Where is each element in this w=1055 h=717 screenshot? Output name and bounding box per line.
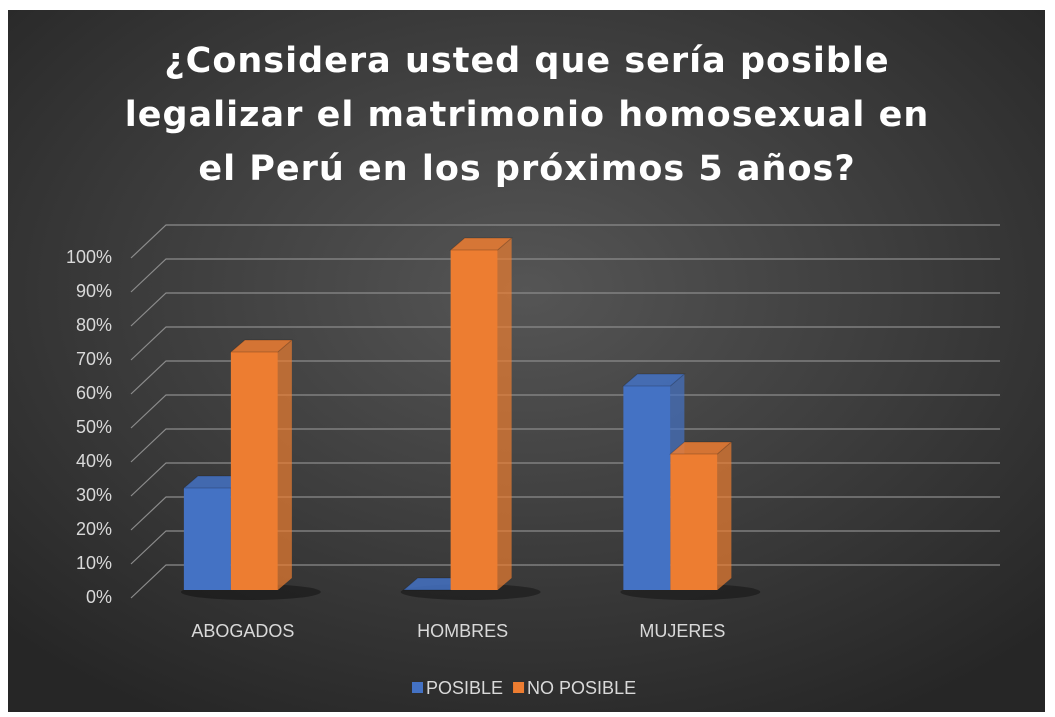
bar-top — [229, 339, 294, 353]
y-tick-label: 90% — [76, 281, 112, 301]
y-tick-label: 80% — [76, 315, 112, 335]
bar — [623, 386, 671, 590]
y-tick-label: 50% — [76, 417, 112, 437]
y-tick-label: 40% — [76, 451, 112, 471]
y-tick-label: 0% — [86, 587, 112, 607]
bar — [183, 488, 231, 590]
legend-label: NO POSIBLE — [527, 678, 636, 698]
grid-line — [130, 394, 1000, 429]
bar-top — [669, 441, 733, 455]
x-tick-label: HOMBRES — [417, 621, 508, 641]
chart-title: ¿Considera usted que sería posible — [164, 41, 889, 81]
y-tick-label: 10% — [76, 553, 112, 573]
grid-line — [130, 292, 1000, 327]
y-tick-label: 20% — [76, 519, 112, 539]
bar-side — [277, 340, 292, 590]
grid-line — [130, 258, 1000, 293]
grid-line — [130, 360, 1000, 395]
y-tick-label: 70% — [76, 349, 112, 369]
y-tick-label: 30% — [76, 485, 112, 505]
legend-swatch — [513, 682, 525, 693]
bar — [670, 454, 718, 590]
y-tick-label: 60% — [76, 383, 112, 403]
bar-top — [622, 373, 686, 387]
y-tick-label: 100% — [66, 247, 112, 267]
legend-label: POSIBLE — [426, 678, 503, 698]
bar-side — [717, 442, 732, 590]
grid-line — [130, 224, 1000, 259]
grid-line — [130, 326, 1000, 361]
chart-title: legalizar el matrimonio homosexual en — [125, 95, 930, 135]
x-tick-label: MUJERES — [639, 621, 725, 641]
bar-side — [497, 238, 512, 590]
chart-title: el Perú en los próximos 5 años? — [198, 149, 855, 189]
x-tick-label: ABOGADOS — [191, 621, 294, 641]
bar-top — [449, 237, 513, 251]
bar — [230, 352, 278, 590]
bar — [450, 250, 498, 590]
grid-line — [130, 428, 1000, 463]
legend-swatch — [412, 682, 423, 693]
